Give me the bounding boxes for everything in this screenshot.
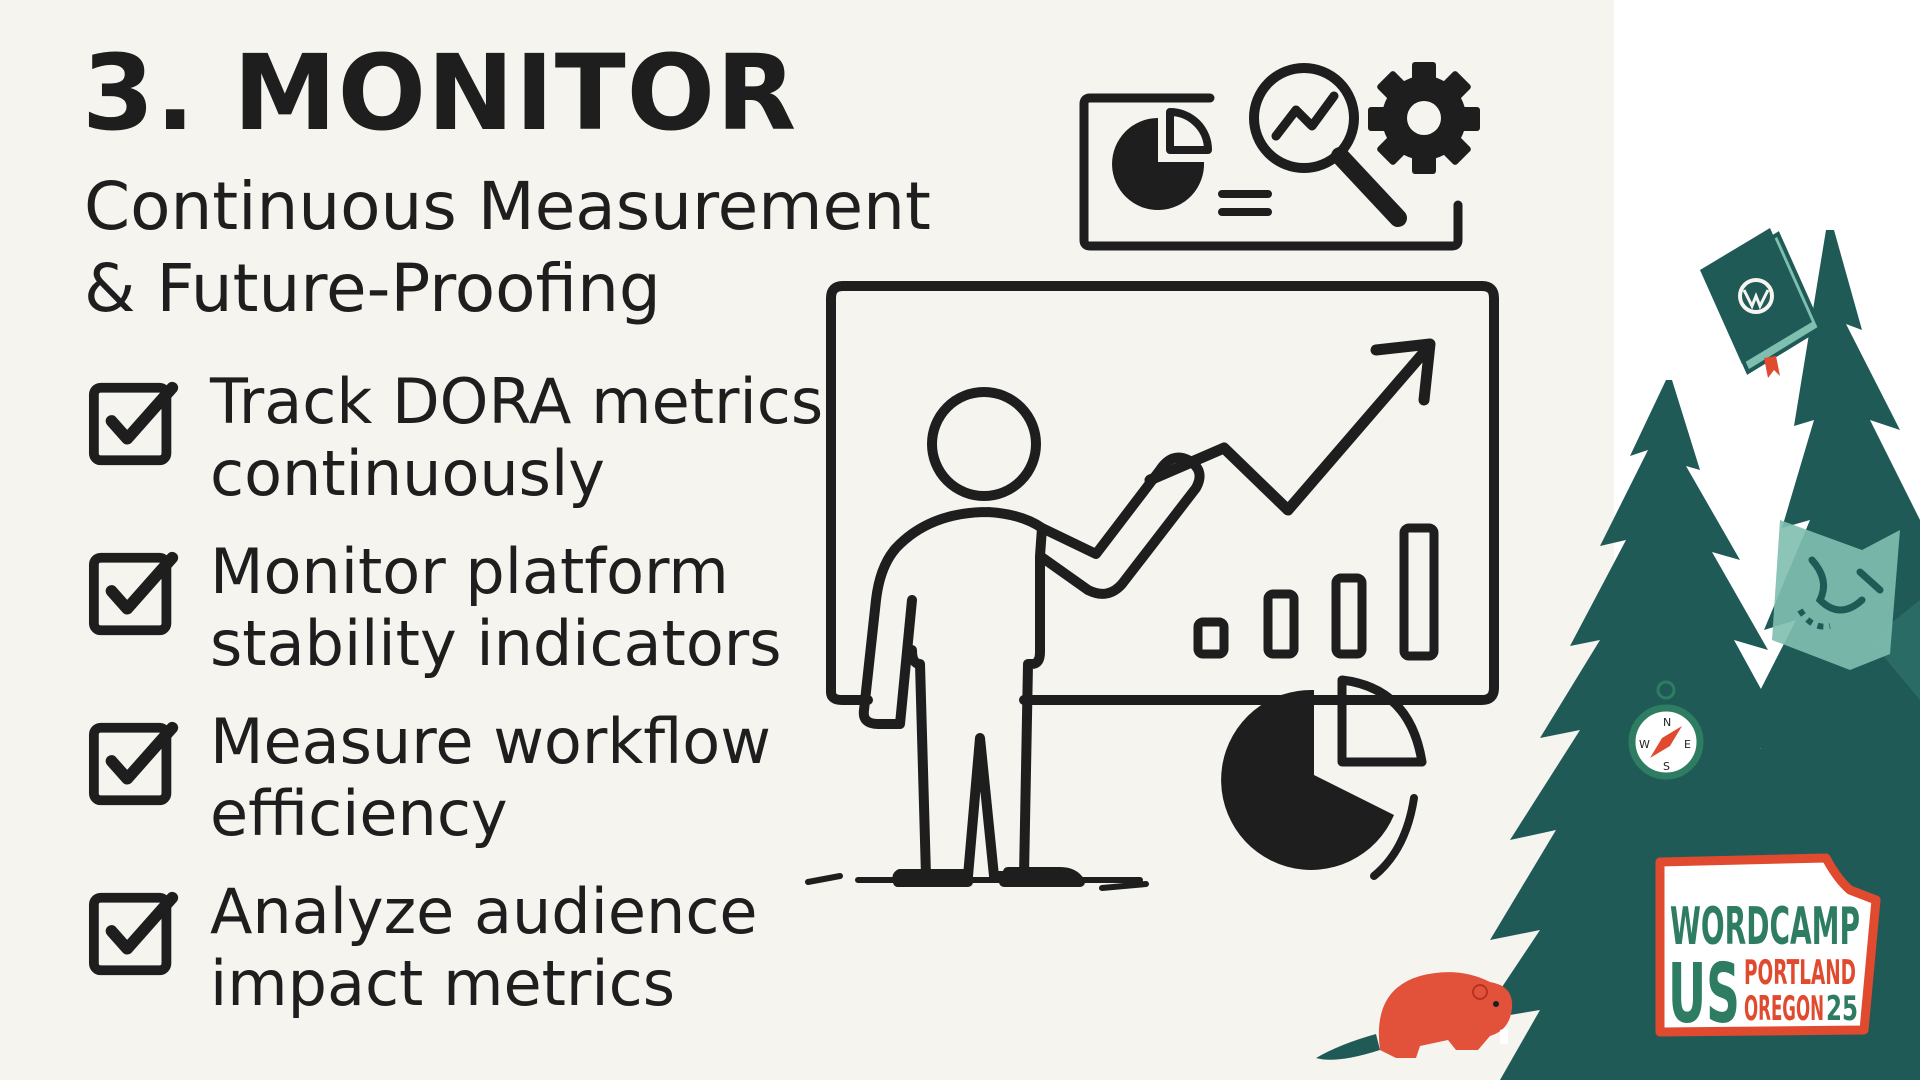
subtitle-line-2: & Future-Proofing bbox=[84, 250, 661, 327]
map-icon bbox=[1772, 520, 1900, 670]
checkbox-checked-icon bbox=[88, 891, 179, 976]
subtitle-line-1: Continuous Measurement bbox=[84, 168, 931, 245]
checkbox-checked-icon bbox=[88, 551, 179, 636]
us-label: US bbox=[1668, 947, 1740, 1042]
compass-n-label: N bbox=[1663, 716, 1671, 729]
bar-chart-icon bbox=[1193, 523, 1439, 661]
presenter-icon bbox=[805, 387, 1205, 891]
compass-icon: N E S W bbox=[1628, 680, 1704, 780]
pie-chart-large-icon bbox=[1221, 675, 1427, 880]
checkbox-checked-icon bbox=[88, 381, 179, 466]
checkbox-checked-icon bbox=[88, 721, 179, 806]
magnifier-trend-icon bbox=[1249, 63, 1407, 227]
wordcamp-label: WORDCAMP bbox=[1670, 897, 1860, 957]
slide-subtitle: Continuous Measurement & Future-Proofing bbox=[84, 166, 931, 330]
compass-s-label: S bbox=[1663, 760, 1670, 773]
portland-label: PORTLAND bbox=[1744, 953, 1856, 993]
dashboard-icon bbox=[1079, 93, 1463, 251]
oregon-label: OREGON bbox=[1744, 989, 1824, 1029]
slide-title: 3. MONITOR bbox=[82, 32, 798, 154]
gear-icon bbox=[1368, 62, 1480, 174]
wordpress-book-icon bbox=[1700, 228, 1823, 378]
beaver-icon bbox=[1316, 972, 1513, 1060]
year-label: 25 bbox=[1826, 989, 1858, 1029]
compass-w-label: W bbox=[1639, 738, 1650, 751]
checklist-item-text: Track DORA metrics continuously bbox=[210, 365, 824, 510]
wordcamp-badge: WORDCAMP US PORTLAND OREGON 25 bbox=[1655, 853, 1881, 1042]
checklist-item-text: Monitor platform stability indicators bbox=[210, 535, 782, 680]
checklist-item-text: Analyze audience impact metrics bbox=[210, 875, 758, 1020]
whiteboard bbox=[826, 281, 1499, 705]
compass-e-label: E bbox=[1684, 738, 1691, 751]
checklist-item-text: Measure workflow efficiency bbox=[210, 705, 771, 850]
pie-chart-icon bbox=[1112, 108, 1272, 216]
